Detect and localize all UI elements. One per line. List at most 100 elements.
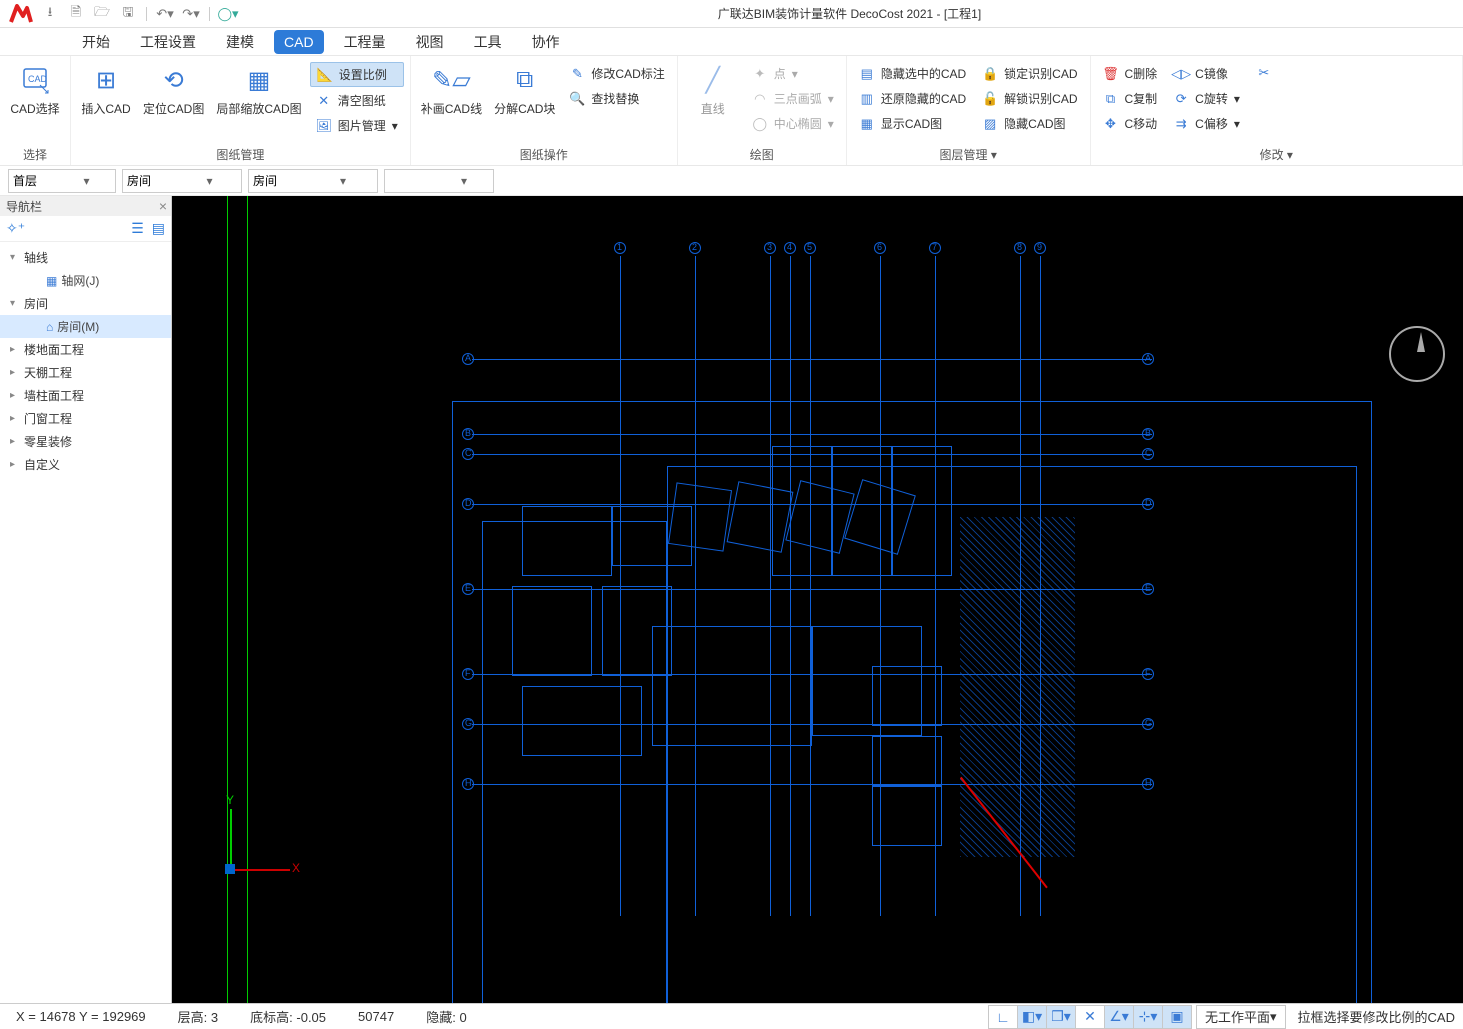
clear-drawing-button[interactable]: ✕清空图纸: [310, 89, 404, 112]
sb-angle-icon[interactable]: ∠▾: [1104, 1005, 1134, 1029]
tab-model[interactable]: 建模: [216, 28, 264, 56]
sb-snap-icon[interactable]: ⊹▾: [1133, 1005, 1163, 1029]
nav-list-icon[interactable]: ☰: [131, 220, 144, 237]
nav-toolbar: ✧⁺ ☰ ▤: [0, 216, 171, 242]
status-hidden: 隐藏: 0: [410, 1007, 482, 1026]
tab-cad[interactable]: CAD: [274, 30, 324, 54]
hide-cad-button[interactable]: ▨隐藏CAD图: [976, 112, 1083, 135]
qat-theme-icon[interactable]: ◯▾: [220, 6, 236, 22]
nav-close-icon[interactable]: ×: [159, 198, 167, 214]
c-offset-button[interactable]: ⇉C偏移 ▾: [1167, 112, 1246, 135]
c-move-button[interactable]: ✥C移动: [1097, 112, 1164, 135]
sb-layer-icon[interactable]: ▣: [1162, 1005, 1192, 1029]
tab-quantity[interactable]: 工程量: [334, 28, 396, 56]
fill-cad-button[interactable]: ✎▱补画CAD线: [417, 60, 486, 121]
scale-icon: 📐: [317, 67, 333, 83]
qat-open-icon[interactable]: 🗁: [94, 6, 110, 22]
insert-cad-button[interactable]: ⊞插入CAD: [77, 60, 135, 121]
find-replace-button[interactable]: 🔍查找替换: [563, 87, 670, 110]
locate-cad-icon: ⟲: [158, 64, 190, 96]
c-mirror-button[interactable]: ◁▷C镜像: [1167, 62, 1246, 85]
cad-viewport[interactable]: 123456789AABBCCDDEEFFGGHHYX: [172, 196, 1463, 1003]
point-button[interactable]: ✦点 ▾: [746, 62, 840, 85]
copy-icon: ⧉: [1103, 91, 1119, 107]
status-floorh: 层高: 3: [162, 1007, 234, 1026]
cad-select-button[interactable]: CAD CAD选择: [6, 60, 64, 121]
tree-item[interactable]: ⌂房间(M): [0, 315, 171, 338]
tree-group[interactable]: ▸楼地面工程: [0, 338, 171, 361]
qat-saveas-icon[interactable]: 🖫: [120, 6, 136, 22]
status-tools: ∟ ◧▾ ❒▾ ✕ ∠▾ ⊹▾ ▣: [989, 1005, 1192, 1029]
more-1-button[interactable]: ✂: [1250, 62, 1278, 84]
ribbon-group-draw: ╱直线 ✦点 ▾ ◠三点画弧 ▾ ◯中心椭圆 ▾ 绘图: [678, 56, 847, 165]
zoom-cad-icon: ▦: [243, 64, 275, 96]
locate-cad-button[interactable]: ⟲定位CAD图: [139, 60, 208, 121]
qat-new-icon[interactable]: 🗎: [68, 6, 84, 22]
rotate-icon: ⟳: [1173, 91, 1189, 107]
offset-icon: ⇉: [1173, 116, 1189, 132]
restore-hidden-button[interactable]: ▥还原隐藏的CAD: [853, 87, 972, 110]
mirror-icon: ◁▷: [1173, 66, 1189, 82]
cat1-combo[interactable]: 房间▾: [122, 169, 242, 193]
mod-label-button[interactable]: ✎修改CAD标注: [563, 62, 670, 85]
restore-icon: ▥: [859, 91, 875, 107]
split-icon: ⧉: [509, 64, 541, 96]
c-copy-button[interactable]: ⧉C复制: [1097, 87, 1164, 110]
tree-group[interactable]: ▸墙柱面工程: [0, 384, 171, 407]
hide-selected-button[interactable]: ▤隐藏选中的CAD: [853, 62, 972, 85]
ribbon-group-ops: ✎▱补画CAD线 ⧉分解CAD块 ✎修改CAD标注 🔍查找替换 图纸操作: [411, 56, 678, 165]
qat-undo-icon[interactable]: ↶▾: [157, 6, 173, 22]
tab-collab[interactable]: 协作: [522, 28, 570, 56]
set-scale-button[interactable]: 📐设置比例: [310, 62, 404, 87]
hide-icon: ▨: [982, 116, 998, 132]
app-logo-icon: [8, 3, 34, 25]
floor-combo[interactable]: 首层▾: [8, 169, 116, 193]
tree-item[interactable]: ▦轴网(J): [0, 269, 171, 292]
tab-tools[interactable]: 工具: [464, 28, 512, 56]
sb-ortho-icon[interactable]: ∟: [988, 1005, 1018, 1029]
zoom-cad-button[interactable]: ▦局部缩放CAD图: [212, 60, 305, 121]
nav-sidebar: 导航栏 × ✧⁺ ☰ ▤ ▾轴线▦轴网(J)▾房间⌂房间(M)▸楼地面工程▸天棚…: [0, 196, 172, 1003]
tree-group[interactable]: ▸门窗工程: [0, 407, 171, 430]
compass-icon[interactable]: [1389, 326, 1445, 382]
tree-group[interactable]: ▾房间: [0, 292, 171, 315]
cat2-combo[interactable]: 房间▾: [248, 169, 378, 193]
unlock-icon: 🔓: [982, 91, 998, 107]
arc-button[interactable]: ◠三点画弧 ▾: [746, 87, 840, 110]
nav-grid-icon[interactable]: ▤: [152, 220, 165, 237]
split-cad-button[interactable]: ⧉分解CAD块: [490, 60, 559, 121]
nav-add-icon[interactable]: ✧⁺: [6, 220, 25, 237]
show-icon: ▦: [859, 116, 875, 132]
scissors-icon: ✂: [1256, 65, 1272, 81]
c-delete-button[interactable]: 🗑C删除: [1097, 62, 1164, 85]
image-mgr-button[interactable]: 🖼图片管理 ▾: [310, 114, 404, 137]
unlock-cad-button[interactable]: 🔓解锁识别CAD: [976, 87, 1083, 110]
status-plane[interactable]: 无工作平面 ▾: [1196, 1005, 1286, 1029]
tab-project[interactable]: 工程设置: [130, 28, 206, 56]
ellipse-button[interactable]: ◯中心椭圆 ▾: [746, 112, 840, 135]
c-rotate-button[interactable]: ⟳C旋转 ▾: [1167, 87, 1246, 110]
tab-view[interactable]: 视图: [406, 28, 454, 56]
qat-save-icon[interactable]: ⭳: [42, 6, 58, 22]
tree-group[interactable]: ▸天棚工程: [0, 361, 171, 384]
sb-int-icon[interactable]: ✕: [1075, 1005, 1105, 1029]
tree-group[interactable]: ▸零星装修: [0, 430, 171, 453]
cad-select-icon: CAD: [19, 64, 51, 96]
hide-sel-icon: ▤: [859, 66, 875, 82]
arc-icon: ◠: [752, 91, 768, 107]
filter-bar: 首层▾ 房间▾ 房间▾ ▾: [0, 166, 1463, 196]
insert-cad-icon: ⊞: [90, 64, 122, 96]
tree-group[interactable]: ▾轴线: [0, 246, 171, 269]
line-button[interactable]: ╱直线: [684, 60, 742, 121]
nav-tree: ▾轴线▦轴网(J)▾房间⌂房间(M)▸楼地面工程▸天棚工程▸墙柱面工程▸门窗工程…: [0, 242, 171, 1003]
nav-header: 导航栏 ×: [0, 196, 171, 216]
show-cad-button[interactable]: ▦显示CAD图: [853, 112, 972, 135]
lock-cad-button[interactable]: 🔒锁定识别CAD: [976, 62, 1083, 85]
ellipse-icon: ◯: [752, 116, 768, 132]
sb-3d-icon[interactable]: ❒▾: [1046, 1005, 1076, 1029]
cat3-combo[interactable]: ▾: [384, 169, 494, 193]
tab-start[interactable]: 开始: [72, 28, 120, 56]
tree-group[interactable]: ▸自定义: [0, 453, 171, 476]
sb-cube-icon[interactable]: ◧▾: [1017, 1005, 1047, 1029]
qat-redo-icon[interactable]: ↷▾: [183, 6, 199, 22]
